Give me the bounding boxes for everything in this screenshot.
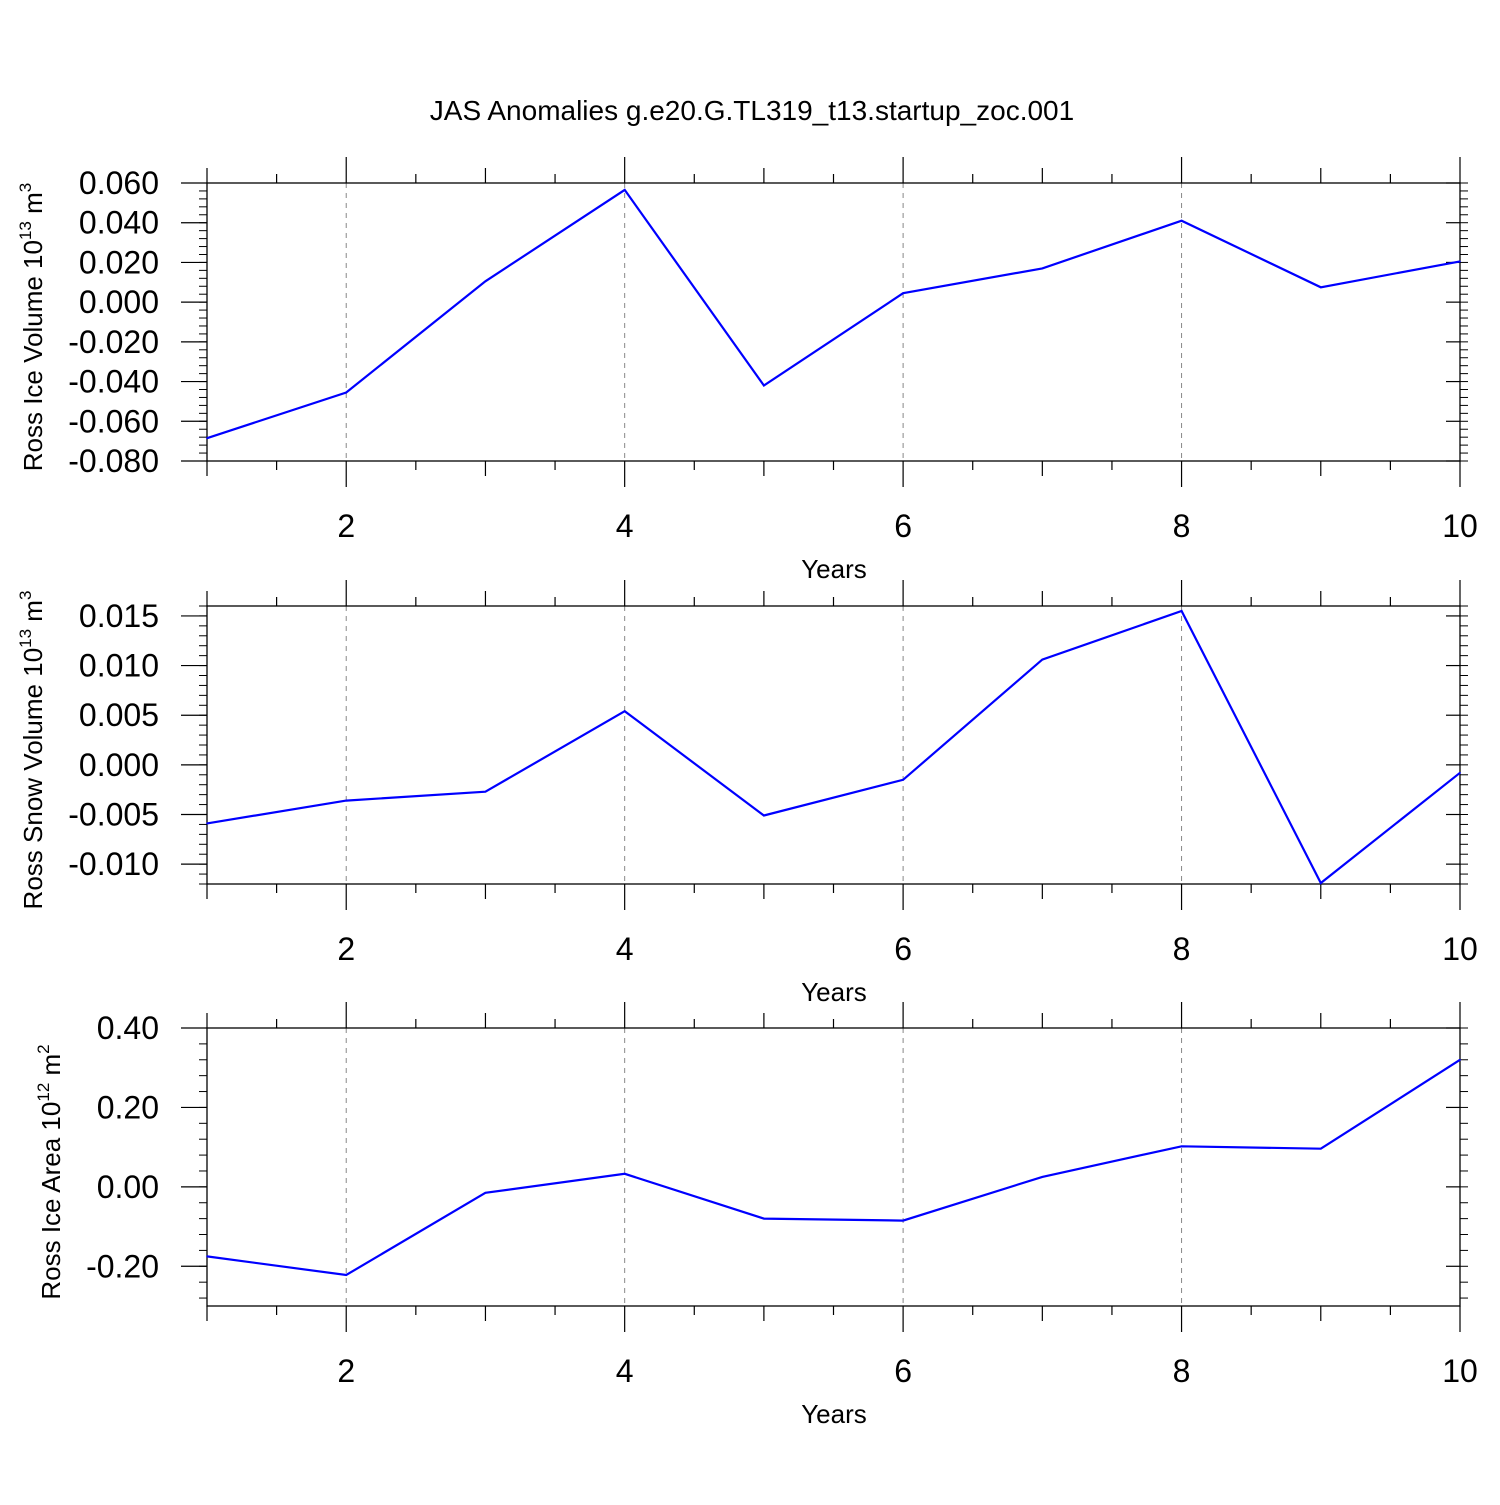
x-axis-title: Years	[801, 554, 867, 584]
data-point	[1319, 882, 1322, 884]
x-tick-label: 10	[1442, 508, 1478, 544]
data-point	[206, 437, 208, 439]
x-axis-title: Years	[801, 1399, 867, 1429]
data-series-line	[206, 1058, 1461, 1277]
data-point	[345, 1274, 348, 1276]
x-tick-label: 2	[337, 508, 355, 544]
y-tick-label: -0.040	[68, 364, 159, 400]
y-tick-label: 0.005	[79, 697, 159, 733]
x-tick-label: 2	[337, 1353, 355, 1389]
y-axis-title: Ross Ice Area 1012 m2	[34, 1044, 66, 1299]
y-tick-label: 0.40	[97, 1010, 159, 1046]
data-point	[902, 778, 904, 781]
data-point	[484, 1192, 487, 1194]
chart-panel-2: -0.010 -0.005 0.000 0.005 0.010 0.015 2 4 6 8 10 Ye…	[16, 580, 1478, 1007]
x-tick-label: 4	[616, 1353, 634, 1389]
data-point	[484, 280, 487, 283]
y-tick-label: -0.20	[86, 1248, 159, 1284]
x-tick-label: 8	[1173, 1353, 1191, 1389]
data-point	[1180, 610, 1183, 612]
y-tick-label: -0.005	[68, 797, 159, 833]
y-axis-title: Ross Snow Volume 1013 m3	[16, 591, 48, 910]
y-axis-title: Ross Ice Volume 1013 m3	[16, 183, 48, 472]
data-point	[902, 292, 904, 295]
x-tick-label: 8	[1173, 931, 1191, 967]
plot-frame	[206, 182, 1461, 462]
data-point	[1041, 1176, 1044, 1178]
data-point	[902, 1219, 904, 1222]
data-point	[1319, 286, 1322, 289]
data-series-line	[206, 188, 1461, 440]
y-tick-label: 0.000	[79, 747, 159, 783]
y-tick-label: 0.20	[97, 1089, 159, 1125]
x-axis-title: Years	[801, 977, 867, 1007]
y-tick-label: 0.00	[97, 1169, 159, 1205]
plot-frame	[206, 1027, 1461, 1307]
x-tick-label: 10	[1442, 931, 1478, 967]
data-point	[1041, 267, 1044, 270]
x-tick-label: 8	[1173, 508, 1191, 544]
x-tick-label: 4	[616, 931, 634, 967]
y-tick-label: 0.015	[79, 598, 159, 634]
data-point	[484, 790, 487, 793]
y-tick-label: -0.060	[68, 403, 159, 439]
y-tick-label: -0.020	[68, 324, 159, 360]
data-series-line	[206, 609, 1461, 885]
x-tick-label: 2	[337, 931, 355, 967]
data-point	[206, 1255, 208, 1258]
data-point	[763, 1217, 765, 1220]
chart-title: JAS Anomalies g.e20.G.TL319_t13.startup_…	[430, 95, 1074, 126]
data-point	[345, 799, 348, 802]
data-point	[206, 822, 208, 825]
data-point	[1319, 1147, 1322, 1150]
chart-panel-3: -0.20 0.00 0.20 0.40 2 4 6 8 10 Years Ross Ice Are…	[34, 1002, 1478, 1429]
y-tick-label: 0.000	[79, 284, 159, 320]
data-point	[1180, 1145, 1183, 1148]
x-tick-label: 10	[1442, 1353, 1478, 1389]
y-tick-label: 0.040	[79, 205, 159, 241]
data-point	[623, 189, 626, 191]
data-point	[623, 1172, 626, 1175]
data-point	[763, 384, 765, 387]
y-tick-label: -0.010	[68, 846, 159, 882]
y-tick-label: -0.080	[68, 443, 159, 479]
data-point	[1180, 219, 1183, 222]
x-tick-label: 6	[894, 1353, 912, 1389]
data-point	[623, 710, 626, 713]
data-point	[1459, 1058, 1461, 1061]
y-tick-label: 0.020	[79, 244, 159, 280]
x-tick-label: 4	[616, 508, 634, 544]
y-tick-label: 0.060	[79, 165, 159, 201]
data-point	[1459, 772, 1461, 774]
data-point	[345, 391, 348, 394]
x-tick-label: 6	[894, 508, 912, 544]
y-tick-label: 0.010	[79, 648, 159, 684]
data-point	[1041, 658, 1044, 661]
data-point	[1459, 260, 1461, 263]
plot-frame	[206, 605, 1461, 885]
data-point	[763, 814, 765, 817]
x-tick-label: 6	[894, 931, 912, 967]
